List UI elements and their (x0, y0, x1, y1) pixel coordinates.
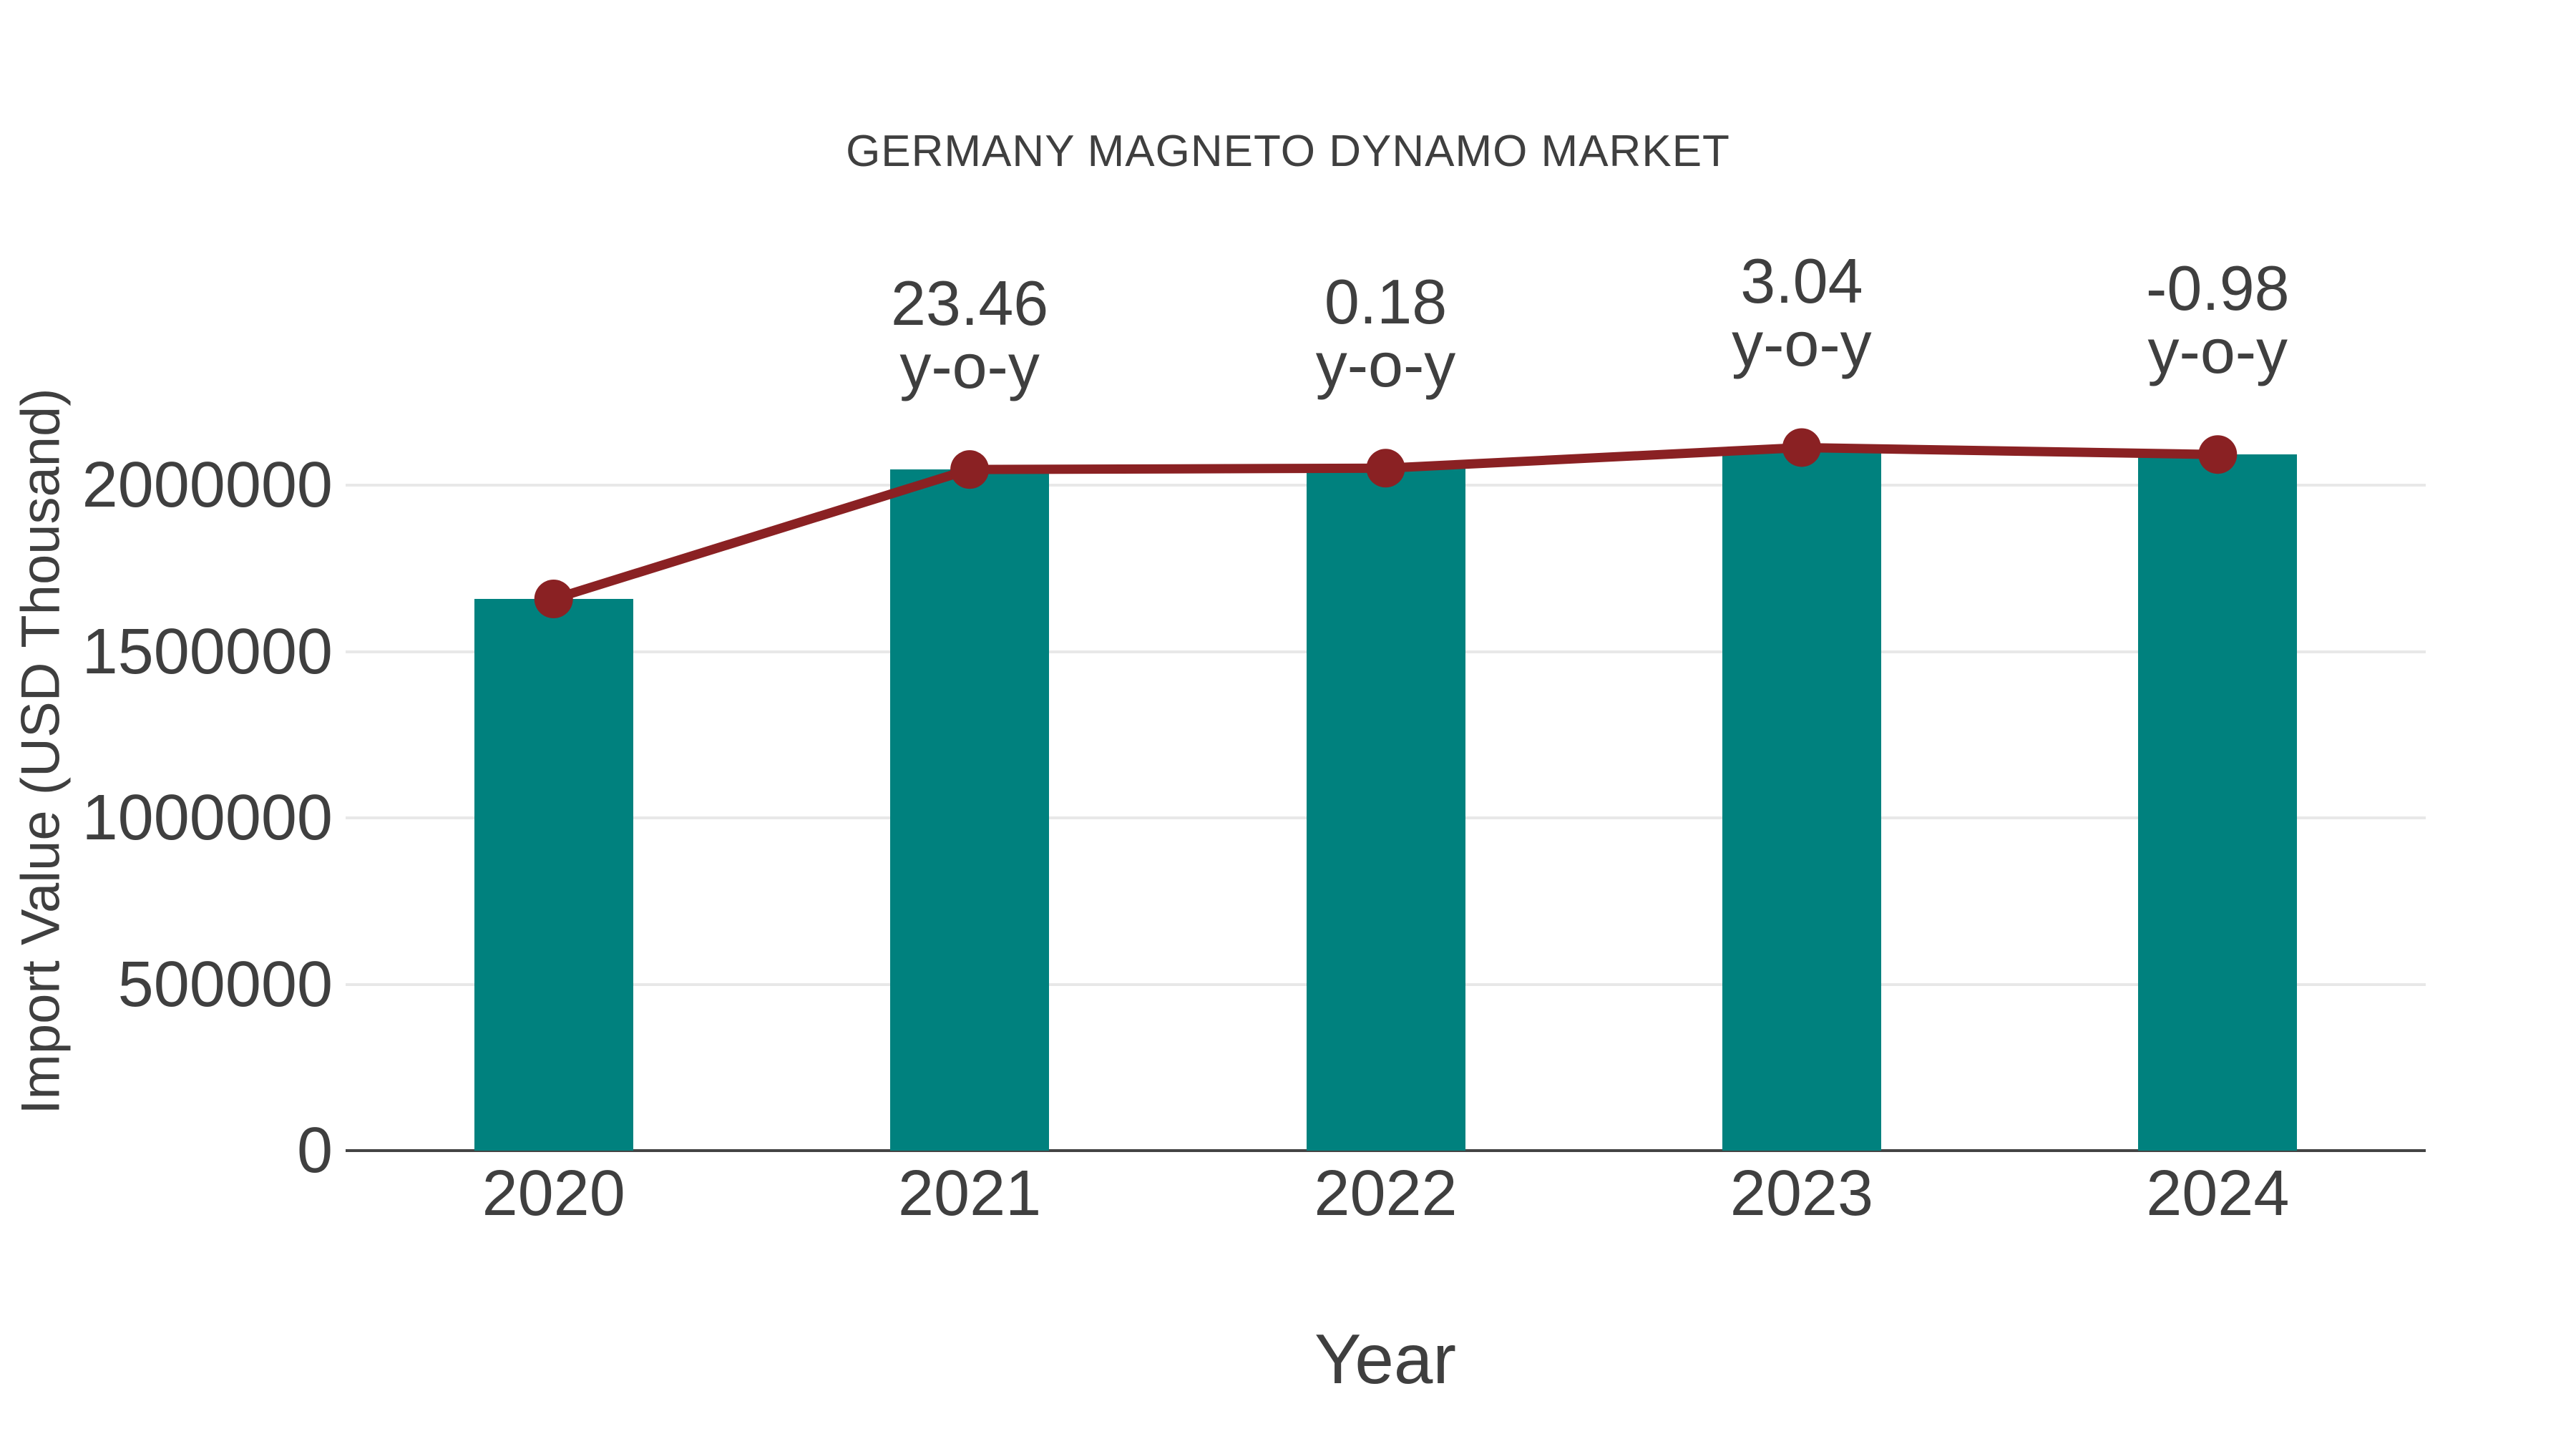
line-marker-2023 (1782, 428, 1821, 467)
yoy-value-2024: -0.98 (2146, 253, 2290, 324)
y-tick-label-1500000: 1500000 (82, 615, 333, 688)
x-tick-label-2024: 2024 (2146, 1158, 2290, 1229)
bar-2022 (1306, 468, 1465, 1151)
yoy-suffix-2022: y-o-y (1315, 329, 1456, 401)
x-tick-label-2021: 2021 (897, 1158, 1042, 1229)
bar-2023 (1722, 447, 1881, 1151)
y-tick-label-1000000: 1000000 (82, 782, 333, 854)
x-axis-title: Year (1314, 1319, 1457, 1398)
y-tick-label-500000: 500000 (117, 948, 333, 1020)
line-marker-2022 (1366, 449, 1405, 488)
yoy-value-2021: 23.46 (890, 268, 1049, 339)
yoy-annotation-2021: 23.46 y-o-y (891, 272, 1048, 398)
yoy-annotation-2023: 3.04 y-o-y (1732, 250, 1872, 376)
line-marker-2024 (2198, 435, 2238, 474)
y-tick-label-0: 0 (296, 1115, 333, 1186)
x-tick-label-2020: 2020 (482, 1158, 625, 1229)
yoy-value-2022: 0.18 (1324, 266, 1448, 338)
bar-2024 (2138, 454, 2298, 1151)
line-marker-2020 (534, 580, 573, 619)
yoy-annotation-2022: 0.18 y-o-y (1316, 270, 1456, 396)
y-tick-label-2000000: 2000000 (82, 449, 333, 521)
x-axis-line (346, 1149, 2426, 1152)
yoy-value-2023: 3.04 (1740, 245, 1863, 317)
yoy-suffix-2024: y-o-y (2147, 316, 2288, 387)
line-marker-2021 (950, 450, 990, 489)
x-tick-label-2022: 2022 (1314, 1158, 1458, 1229)
yoy-suffix-2021: y-o-y (899, 331, 1040, 402)
bar-2020 (474, 599, 633, 1151)
yoy-suffix-2023: y-o-y (1732, 308, 1872, 380)
bar-2021 (890, 469, 1050, 1151)
yoy-annotation-2024: -0.98 y-o-y (2146, 257, 2290, 383)
chart-title: GERMANY MAGNETO DYNAMO MARKET (846, 127, 1730, 176)
x-tick-label-2023: 2023 (1729, 1158, 1873, 1229)
